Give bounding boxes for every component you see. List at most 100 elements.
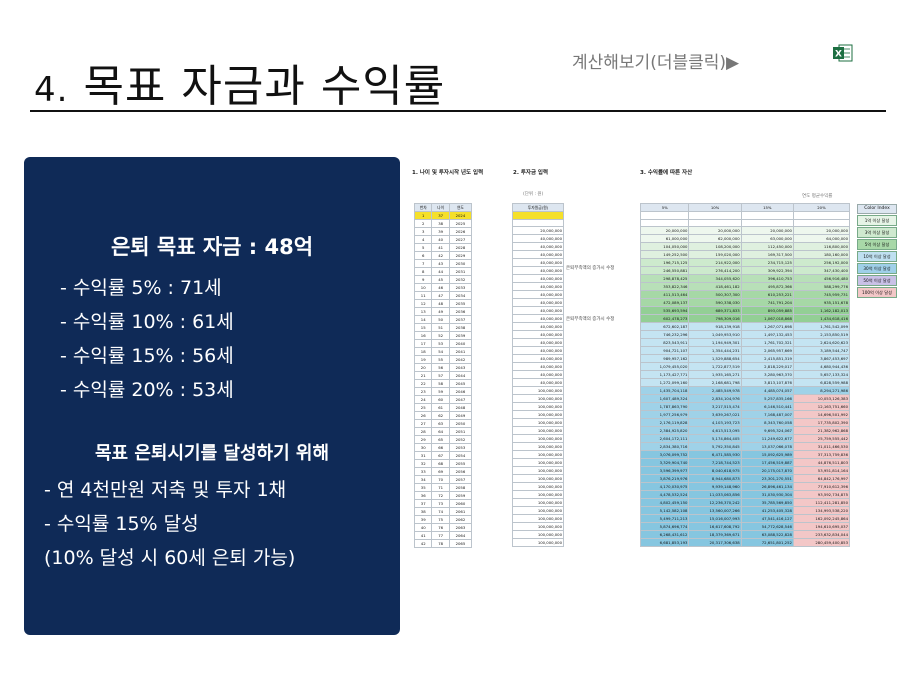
age-cell-age: 75 <box>431 515 450 524</box>
investment-row: 100,000,000 <box>512 498 564 508</box>
age-cell-age: 48 <box>431 299 450 308</box>
investment-row: 40,000,000 <box>512 306 564 316</box>
assets-row: 746,232,296 1,049,953,910 1,497,132,453 2,1… <box>639 330 851 340</box>
investment-cell: 100,000,000 <box>512 394 564 404</box>
age-cell-age: 52 <box>431 331 450 340</box>
age-cell-index: 35 <box>413 483 433 492</box>
asset-cell: 5,657,133,324 <box>792 370 851 380</box>
asset-cell: 3,329,904,740 <box>639 458 690 468</box>
color-index-item: 5억 이상 달성 <box>857 239 897 250</box>
age-row: 16 52 2039 <box>413 331 473 340</box>
age-cell-year: 2057 <box>448 475 473 484</box>
investment-cell: 40,000,000 <box>512 234 564 244</box>
assets-header-cell: 20% <box>792 203 851 212</box>
asset-cell: 2,415,851,319 <box>740 354 794 364</box>
age-cell-year: 2025 <box>448 219 473 228</box>
color-index-item: 30억 이상 달성 <box>857 263 897 274</box>
investment-cell: 40,000,000 <box>512 330 564 340</box>
asset-cell: 112,411,281,850 <box>792 498 851 508</box>
age-cell-age: 49 <box>431 307 450 316</box>
assets-row: 1,977,256,979 3,639,267,021 7,168,487,007 1… <box>639 410 851 420</box>
asset-cell: 1,434,618,416 <box>792 314 851 324</box>
asset-cell: 5,499,711,213 <box>639 514 690 524</box>
investment-cell: 40,000,000 <box>512 258 564 268</box>
asset-cell: 64,000,000 <box>792 234 851 244</box>
age-row: 5 41 2028 <box>413 243 473 252</box>
assets-row: 5,142,582,108 13,560,007,266 41,253,405,32… <box>639 506 851 516</box>
investment-row: 100,000,000 <box>512 530 564 540</box>
excel-file-icon[interactable]: X <box>833 44 853 62</box>
investment-cell: 40,000,000 <box>512 338 564 348</box>
age-cell-index: 4 <box>413 235 433 244</box>
color-index-item: 1억 이상 달성 <box>857 215 897 226</box>
investment-cell: 20,000,000 <box>512 226 564 236</box>
goal-heading: 목표 은퇴시기를 달성하기 위해 <box>94 443 330 464</box>
asset-cell: 823,543,911 <box>639 338 690 348</box>
age-cell-age: 68 <box>431 459 450 468</box>
asset-cell: 12,236,370,242 <box>688 498 742 508</box>
age-cell-age: 72 <box>431 491 450 500</box>
asset-cell: 12,163,751,660 <box>792 402 851 412</box>
age-row: 40 76 2063 <box>413 523 473 532</box>
asset-cell: 904,721,107 <box>639 346 690 356</box>
age-cell-year: 2059 <box>448 491 473 500</box>
age-row: 11 47 2034 <box>413 291 473 300</box>
investment-row: 100,000,000 <box>512 394 564 404</box>
investment-cell: 100,000,000 <box>512 490 564 500</box>
asset-cell: 1,173,427,771 <box>639 370 690 380</box>
age-row: 19 55 2042 <box>413 355 473 364</box>
age-cell-index: 33 <box>413 467 433 476</box>
age-cell-age: 46 <box>431 283 450 292</box>
age-row: 21 57 2044 <box>413 371 473 380</box>
age-cell-index: 24 <box>413 395 433 404</box>
investment-cell: 40,000,000 <box>512 346 564 356</box>
age-cell-index: 3 <box>413 227 433 236</box>
age-row: 17 53 2040 <box>413 339 473 348</box>
age-cell-year: 2038 <box>448 323 473 332</box>
age-cell-year: 2044 <box>448 371 473 380</box>
age-cell-index: 36 <box>413 491 433 500</box>
asset-cell: 1,067,018,868 <box>740 314 794 324</box>
age-cell-index: 5 <box>413 243 433 252</box>
age-cell-year: 2031 <box>448 267 473 276</box>
assets-row: 1,173,427,771 1,935,165,271 3,280,963,370 5… <box>639 370 851 380</box>
age-row: 20 56 2043 <box>413 363 473 372</box>
assets-row: 1,435,704,118 2,485,549,978 4,485,074,057 8… <box>639 386 851 396</box>
age-cell-year: 2032 <box>448 275 473 284</box>
age-row: 41 77 2064 <box>413 531 473 540</box>
investment-row: 40,000,000 <box>512 370 564 380</box>
investment-cell: 40,000,000 <box>512 298 564 308</box>
age-cell-age: 53 <box>431 339 450 348</box>
color-index-item: 10억 이상 달성 <box>857 251 897 262</box>
asset-cell: 31,030,930,304 <box>740 490 794 500</box>
rate-line-10: - 수익률 10% : 61세 <box>60 311 234 333</box>
investment-cell: 100,000,000 <box>512 466 564 476</box>
investment-row: 100,000,000 <box>512 474 564 484</box>
assets-row: 4,802,459,150 12,236,370,242 35,785,569,85… <box>639 498 851 508</box>
investment-row: 40,000,000 <box>512 354 564 364</box>
investment-row: 40,000,000 <box>512 362 564 372</box>
age-row: 27 63 2050 <box>413 419 473 428</box>
age-row: 35 71 2058 <box>413 483 473 492</box>
asset-cell <box>740 211 794 220</box>
age-cell-index: 6 <box>413 251 433 260</box>
asset-cell: 456,916,480 <box>792 274 851 284</box>
asset-cell: 10,053,126,383 <box>792 394 851 404</box>
investment-cell: 40,000,000 <box>512 250 564 260</box>
age-cell-age: 77 <box>431 531 450 540</box>
age-cell-year: 2028 <box>448 243 473 252</box>
side-note-b: 은퇴부족액의 증가시 수정 <box>566 317 615 322</box>
rate-line-20: - 수익률 20% : 53세 <box>60 379 234 401</box>
asset-cell: 234,715,125 <box>740 258 794 268</box>
asset-cell: 6,471,585,930 <box>688 450 742 460</box>
calculate-link[interactable]: 계산해보기(더블클릭)▶ <box>572 53 740 73</box>
asset-cell: 54,772,628,546 <box>740 522 794 532</box>
asset-cell: 1,079,455,020 <box>639 362 690 372</box>
age-cell-year: 2042 <box>448 355 473 364</box>
investment-row: 100,000,000 <box>512 538 564 548</box>
asset-cell <box>792 211 851 220</box>
investment-cell: 100,000,000 <box>512 522 564 532</box>
investment-row: 100,000,000 <box>512 442 564 452</box>
asset-cell: 309,922,394 <box>740 266 794 276</box>
asset-cell: 8,944,680,873 <box>688 474 742 484</box>
